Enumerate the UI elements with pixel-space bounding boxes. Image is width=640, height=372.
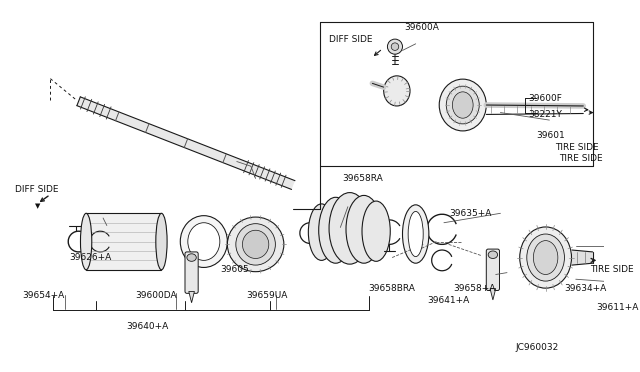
Ellipse shape	[236, 224, 275, 265]
Ellipse shape	[403, 205, 429, 263]
Text: 39626+A: 39626+A	[69, 253, 111, 262]
Text: 39641+A: 39641+A	[427, 296, 469, 305]
Text: 39605: 39605	[221, 265, 249, 274]
Text: TIRE SIDE: TIRE SIDE	[555, 143, 598, 152]
Ellipse shape	[452, 92, 473, 118]
Text: 38221Y: 38221Y	[529, 110, 563, 119]
Text: 39635+A: 39635+A	[449, 209, 492, 218]
Polygon shape	[77, 97, 295, 189]
FancyBboxPatch shape	[486, 249, 499, 291]
Text: 39658BRA: 39658BRA	[369, 284, 415, 293]
Polygon shape	[189, 291, 195, 303]
Ellipse shape	[227, 217, 284, 272]
Text: 39600F: 39600F	[529, 94, 563, 103]
Ellipse shape	[156, 213, 167, 270]
Text: 39611+A: 39611+A	[596, 303, 639, 312]
Text: 39654+A: 39654+A	[22, 291, 65, 300]
Text: 39658+A: 39658+A	[453, 284, 496, 293]
Circle shape	[387, 39, 403, 54]
Ellipse shape	[329, 193, 371, 264]
FancyBboxPatch shape	[86, 213, 161, 270]
Ellipse shape	[188, 223, 220, 260]
Text: TIRE SIDE: TIRE SIDE	[559, 154, 602, 163]
Ellipse shape	[308, 204, 335, 260]
Ellipse shape	[243, 230, 269, 259]
Ellipse shape	[81, 213, 92, 270]
Text: 39601: 39601	[536, 131, 565, 140]
Ellipse shape	[187, 254, 196, 261]
Ellipse shape	[439, 79, 486, 131]
Text: DIFF SIDE: DIFF SIDE	[329, 35, 372, 44]
Text: 39658RA: 39658RA	[342, 174, 383, 183]
Ellipse shape	[520, 227, 572, 288]
Text: 39634+A: 39634+A	[564, 284, 607, 293]
Ellipse shape	[319, 197, 353, 263]
Text: 39600A: 39600A	[404, 23, 439, 32]
Ellipse shape	[446, 86, 479, 124]
Ellipse shape	[362, 201, 390, 261]
Ellipse shape	[383, 76, 410, 106]
Ellipse shape	[408, 211, 423, 257]
Text: ▼: ▼	[35, 203, 41, 209]
Ellipse shape	[488, 251, 497, 259]
Ellipse shape	[527, 234, 564, 281]
Polygon shape	[572, 250, 593, 265]
Text: 39640+A: 39640+A	[126, 322, 168, 331]
Circle shape	[391, 43, 399, 51]
Text: TIRE SIDE: TIRE SIDE	[590, 265, 634, 274]
Text: 39659UA: 39659UA	[246, 291, 287, 300]
Ellipse shape	[346, 195, 382, 263]
Ellipse shape	[180, 216, 227, 267]
Text: JC960032: JC960032	[516, 343, 559, 352]
Text: DIFF SIDE: DIFF SIDE	[15, 185, 58, 194]
Polygon shape	[490, 289, 496, 300]
Ellipse shape	[533, 241, 558, 275]
Text: 39600DA: 39600DA	[135, 291, 177, 300]
FancyBboxPatch shape	[185, 252, 198, 294]
